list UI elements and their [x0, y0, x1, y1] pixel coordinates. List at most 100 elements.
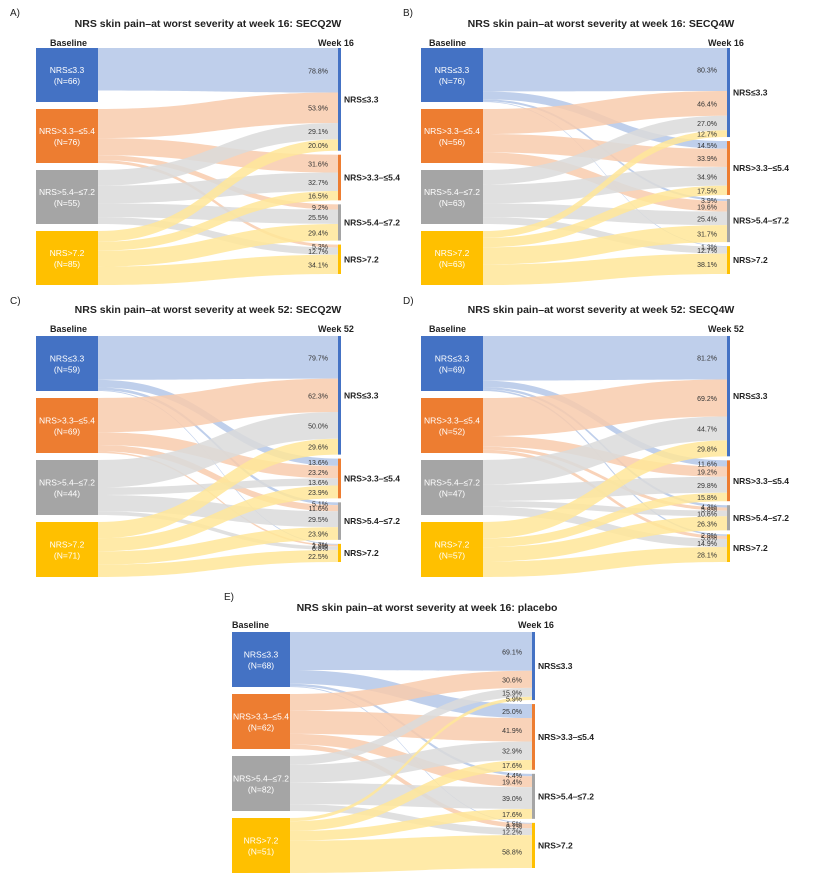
- flow-value-label: 27.0%: [697, 121, 717, 128]
- flow-value-label: 29.1%: [308, 129, 328, 136]
- target-node: [338, 48, 341, 151]
- target-node: [532, 773, 535, 819]
- source-label: NRS>7.2: [244, 836, 279, 846]
- flow-band: [483, 546, 727, 577]
- flow-band: [483, 48, 727, 92]
- source-label: NRS>3.3–≤5.4: [424, 416, 480, 426]
- flow-value-label: 25.0%: [502, 709, 522, 716]
- target-label: NRS>7.2: [344, 254, 379, 264]
- source-label: NRS>5.4–≤7.2: [424, 187, 480, 197]
- flow-value-label: 28.1%: [697, 552, 717, 559]
- source-n: (N=51): [248, 847, 274, 857]
- flow-band: [290, 696, 532, 822]
- flow-value-label: 12.7%: [697, 132, 717, 139]
- target-label: NRS>3.3–≤5.4: [344, 173, 400, 183]
- target-node: [727, 460, 730, 502]
- flow-value-label: 13.6%: [308, 460, 328, 467]
- source-node: [232, 632, 290, 687]
- left-header: Baseline: [429, 324, 467, 334]
- target-node: [727, 505, 730, 531]
- flow-value-label: 34.1%: [308, 262, 328, 269]
- flow-value-label: 8.1%: [506, 824, 522, 831]
- flow-value-label: 3.9%: [701, 198, 717, 205]
- left-header: Baseline: [50, 324, 88, 334]
- sankey-chart: NRS≤3.3(N=76)NRS>3.3–≤5.4(N=56)NRS>5.4–≤…: [421, 48, 789, 285]
- flow-value-label: 5.3%: [312, 244, 328, 251]
- flow-value-label: 12.7%: [308, 249, 328, 256]
- flow-band: [290, 808, 532, 841]
- source-label: NRS≤3.3: [435, 354, 470, 364]
- flow-band: [98, 254, 338, 285]
- flows: [483, 48, 727, 285]
- source-n: (N=63): [439, 259, 465, 269]
- right-header: Week 16: [708, 38, 744, 48]
- flow-value-label: 17.6%: [502, 763, 522, 770]
- flow-value-label: 15.9%: [502, 690, 522, 697]
- target-label: NRS>5.4–≤7.2: [733, 216, 789, 226]
- flow-band: [483, 446, 727, 511]
- panel-label: A): [10, 8, 20, 19]
- source-n: (N=76): [54, 137, 80, 147]
- source-n: (N=62): [248, 723, 274, 733]
- flow-value-label: 13.6%: [308, 480, 328, 487]
- source-label: NRS≤3.3: [244, 650, 279, 660]
- target-label: NRS>7.2: [344, 548, 379, 558]
- panel-b: B) NRS skin pain–at worst severity at we…: [403, 6, 791, 290]
- source-label: NRS≤3.3: [435, 65, 470, 75]
- flow-band: [483, 389, 727, 536]
- flow-value-label: 53.9%: [308, 106, 328, 113]
- flow-value-label: 50.0%: [308, 423, 328, 430]
- flow-value-label: 4.4%: [506, 773, 522, 780]
- flow-value-label: 78.8%: [308, 68, 328, 75]
- flow-band: [98, 203, 338, 224]
- flow-value-label: 17.6%: [502, 812, 522, 819]
- flow-value-label: 29.8%: [697, 483, 717, 490]
- flow-value-label: 25.5%: [308, 215, 328, 222]
- target-label: NRS≤3.3: [733, 88, 768, 98]
- flow-band: [483, 492, 727, 548]
- flow-value-label: 10.6%: [697, 511, 717, 518]
- flow-value-label: 81.2%: [697, 356, 717, 363]
- target-node: [338, 543, 341, 562]
- flow-band: [483, 115, 727, 185]
- source-label: NRS>7.2: [50, 248, 85, 258]
- flow-band: [98, 485, 338, 552]
- panel-label: C): [10, 296, 21, 307]
- flow-band: [98, 451, 338, 547]
- flow-value-label: 12.7%: [697, 248, 717, 255]
- source-node: [36, 231, 98, 285]
- source-label: NRS>3.3–≤5.4: [39, 416, 95, 426]
- target-node: [727, 48, 730, 138]
- source-label: NRS>5.4–≤7.2: [424, 478, 480, 488]
- source-node: [421, 460, 483, 515]
- flow-value-label: 38.1%: [697, 262, 717, 269]
- source-n: (N=69): [54, 427, 80, 437]
- source-n: (N=69): [439, 365, 465, 375]
- flow-band: [483, 185, 727, 248]
- target-node: [338, 458, 341, 499]
- source-node: [36, 336, 98, 391]
- flow-band: [290, 835, 532, 873]
- flow-value-label: 29.5%: [308, 517, 328, 524]
- flow-band: [98, 511, 338, 550]
- flow-band: [98, 139, 338, 242]
- source-n: (N=55): [54, 198, 80, 208]
- target-label: NRS>5.4–≤7.2: [344, 516, 400, 526]
- flow-value-label: 41.9%: [502, 728, 522, 735]
- source-node: [36, 170, 98, 224]
- chart-title: NRS skin pain–at worst severity at week …: [467, 18, 735, 30]
- flow-band: [98, 160, 338, 248]
- flow-value-label: 6.8%: [312, 546, 328, 553]
- target-node: [338, 154, 341, 201]
- flow-band: [98, 336, 338, 380]
- source-node: [421, 231, 483, 285]
- flow-band: [483, 379, 727, 437]
- sankey-chart: NRS≤3.3(N=69)NRS>3.3–≤5.4(N=52)NRS>5.4–≤…: [421, 336, 789, 577]
- chart-title: NRS skin pain–at worst severity at week …: [74, 304, 342, 316]
- target-node: [727, 198, 730, 243]
- flow-value-label: 4.3%: [701, 504, 717, 511]
- right-header: Week 16: [518, 620, 554, 630]
- flows: [483, 336, 727, 577]
- target-label: NRS≤3.3: [733, 391, 768, 401]
- flow-value-label: 2.9%: [312, 544, 328, 551]
